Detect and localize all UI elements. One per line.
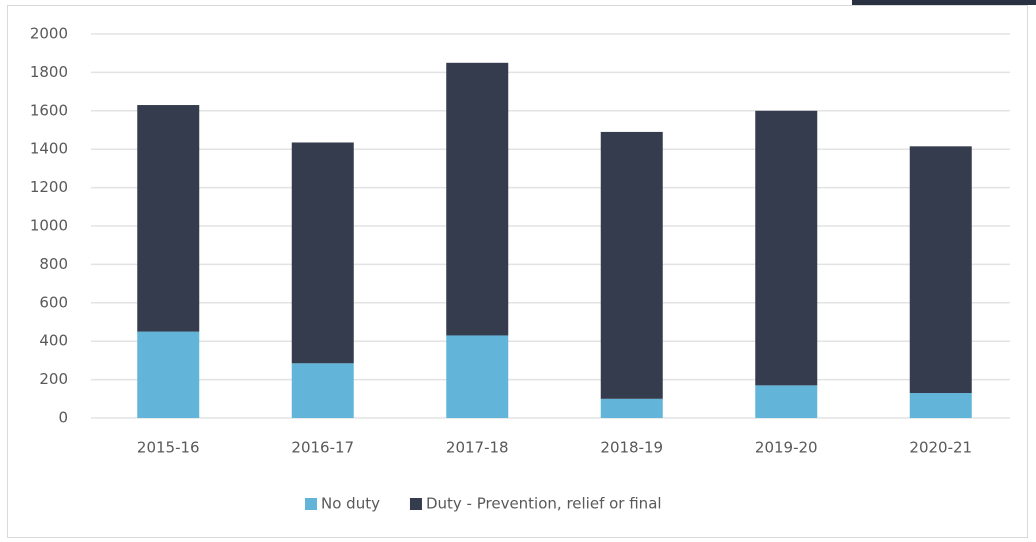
bar-segment bbox=[291, 363, 354, 418]
y-tick-label: 800 bbox=[39, 255, 68, 273]
bar-segment bbox=[137, 331, 200, 418]
x-tick-label: 2018-19 bbox=[600, 439, 663, 457]
legend-label: No duty bbox=[321, 495, 380, 513]
bar-segment bbox=[909, 393, 972, 418]
y-tick-label: 200 bbox=[39, 370, 68, 388]
y-tick-label: 1600 bbox=[30, 101, 68, 119]
bar-segment bbox=[446, 335, 509, 418]
legend-swatch bbox=[305, 498, 317, 510]
x-tick-label: 2019-20 bbox=[755, 439, 818, 457]
bar-segment bbox=[446, 62, 509, 336]
bar-segment bbox=[909, 146, 972, 394]
y-tick-label: 600 bbox=[39, 293, 68, 311]
bar-segment bbox=[137, 105, 200, 332]
bar-segment bbox=[600, 131, 663, 399]
y-tick-label: 1800 bbox=[30, 63, 68, 81]
y-tick-label: 1400 bbox=[30, 140, 68, 158]
x-tick-label: 2015-16 bbox=[137, 439, 200, 457]
bar-segment bbox=[755, 385, 818, 418]
x-tick-label: 2020-21 bbox=[909, 439, 972, 457]
y-tick-label: 1000 bbox=[30, 217, 68, 235]
legend-label: Duty - Prevention, relief or final bbox=[426, 495, 662, 513]
legend-swatch bbox=[409, 498, 422, 510]
y-tick-label: 1200 bbox=[30, 178, 68, 196]
x-tick-label: 2017-18 bbox=[446, 439, 509, 457]
x-tick-label: 2016-17 bbox=[291, 439, 354, 457]
bar-segment bbox=[291, 142, 354, 364]
corner-decoration bbox=[852, 0, 1036, 5]
bar-segment bbox=[755, 110, 818, 386]
y-tick-label: 400 bbox=[39, 332, 68, 350]
y-tick-label: 2000 bbox=[30, 25, 68, 43]
y-tick-label: 0 bbox=[58, 409, 68, 427]
bar-segment bbox=[600, 398, 663, 418]
